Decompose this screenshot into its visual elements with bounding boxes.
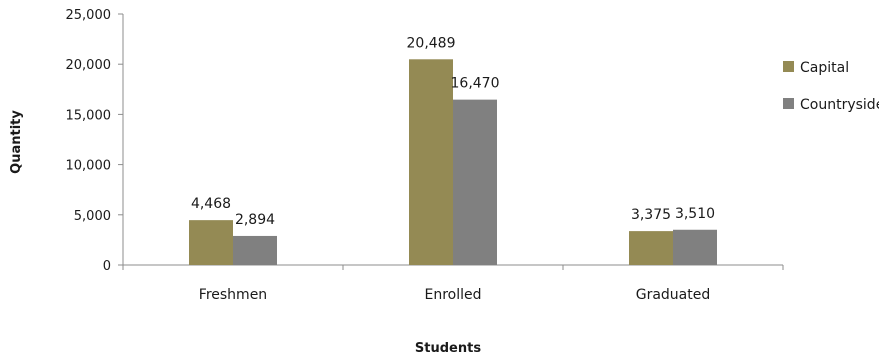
x-category-label: Graduated xyxy=(636,287,711,303)
data-label: 3,510 xyxy=(675,206,715,222)
data-label: 4,468 xyxy=(191,196,231,212)
bar-capital-graduated xyxy=(629,231,673,265)
bar-capital-enrolled xyxy=(409,59,453,266)
y-tick-label: 15,000 xyxy=(66,108,112,123)
bar-countryside-freshmen xyxy=(233,235,277,265)
legend-swatch-capital xyxy=(783,61,794,72)
y-tick-label: 10,000 xyxy=(66,159,112,174)
bar-capital-freshmen xyxy=(189,220,233,265)
x-category-label: Freshmen xyxy=(199,287,267,303)
bar-countryside-enrolled xyxy=(453,99,497,265)
data-label: 2,894 xyxy=(235,212,275,228)
legend-label-capital: Capital xyxy=(800,60,849,76)
data-label: 20,489 xyxy=(407,35,456,51)
y-tick-label: 20,000 xyxy=(66,58,112,73)
legend-swatch-countryside xyxy=(783,98,794,109)
y-tick-label: 5,000 xyxy=(74,209,111,224)
y-tick-label: 25,000 xyxy=(66,8,112,23)
y-tick-label: 0 xyxy=(103,259,111,274)
data-label: 16,470 xyxy=(451,76,500,92)
y-axis-title: Quantity xyxy=(9,110,24,174)
x-category-label: Enrolled xyxy=(424,287,481,303)
bar-countryside-graduated xyxy=(673,229,717,265)
data-label: 3,375 xyxy=(631,207,671,223)
legend-label-countryside: Countryside xyxy=(800,97,879,113)
x-axis-title: Students xyxy=(415,341,481,356)
